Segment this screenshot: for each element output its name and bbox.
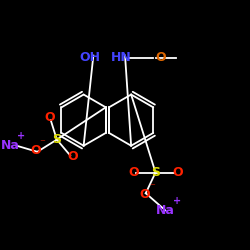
Text: S: S	[52, 133, 61, 146]
Text: O: O	[172, 166, 183, 179]
Text: O: O	[139, 188, 150, 201]
Text: S: S	[151, 166, 160, 179]
Text: O: O	[128, 166, 139, 179]
Text: O: O	[44, 111, 55, 124]
Text: ⁻: ⁻	[149, 182, 155, 192]
Text: O: O	[155, 52, 166, 64]
Text: OH: OH	[79, 52, 100, 64]
Text: O: O	[67, 150, 78, 163]
Text: O: O	[31, 144, 42, 157]
Text: HN: HN	[111, 52, 132, 64]
Text: +: +	[18, 131, 25, 141]
Text: Na: Na	[156, 204, 175, 217]
Text: ⁻: ⁻	[39, 138, 45, 148]
Text: Na: Na	[1, 139, 20, 152]
Text: +: +	[173, 196, 182, 205]
